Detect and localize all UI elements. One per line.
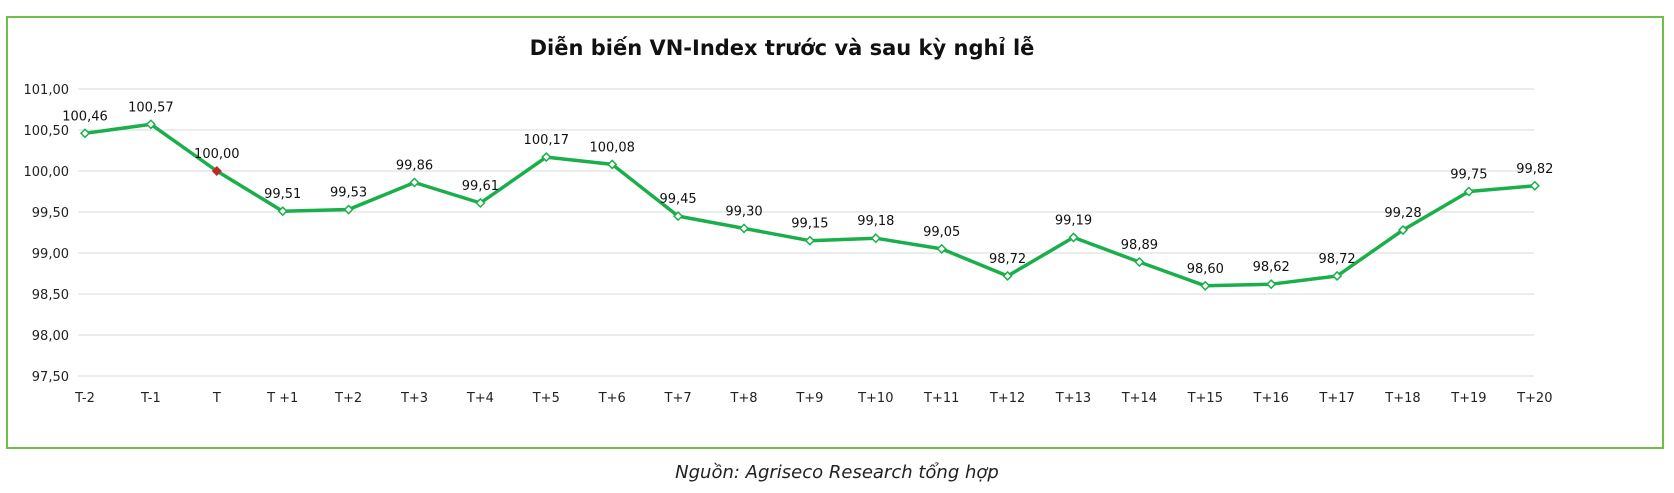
y-axis-ticks: 97,50 98,00 98,50 99,00 99,50 100,00 100,50 101… xyxy=(24,83,70,385)
x-tick-label: T+3 xyxy=(400,391,428,406)
data-label: 99,82 xyxy=(1516,162,1553,177)
data-point-marker xyxy=(607,159,618,170)
data-label: 100,17 xyxy=(524,133,570,148)
line-chart: Diễn biến VN-Index trước và sau kỳ nghỉ … xyxy=(24,36,1554,406)
x-tick-label: T+18 xyxy=(1384,391,1420,406)
data-point-marker xyxy=(1463,186,1474,197)
x-tick-label: T-2 xyxy=(74,391,95,406)
data-point-marker xyxy=(1529,180,1540,191)
data-label: 99,53 xyxy=(330,186,367,201)
x-tick-label: T+5 xyxy=(532,391,560,406)
data-label: 98,60 xyxy=(1187,262,1224,277)
data-label: 98,72 xyxy=(989,252,1026,267)
x-tick-label: T+7 xyxy=(664,391,692,406)
series-line-layer xyxy=(84,122,1535,288)
data-point-marker xyxy=(541,151,552,163)
x-tick-label: T+15 xyxy=(1187,391,1223,406)
data-point-marker xyxy=(1266,279,1277,290)
data-point-marker xyxy=(673,211,684,222)
x-tick-label: T+11 xyxy=(923,391,959,406)
x-tick-label: T+17 xyxy=(1318,391,1354,406)
data-label: 100,08 xyxy=(589,140,635,155)
data-point-marker xyxy=(79,128,91,139)
data-point-marker xyxy=(1200,280,1211,291)
data-point-marker xyxy=(804,235,815,246)
y-tick-label: 97,50 xyxy=(32,370,69,385)
x-tick-label: T+9 xyxy=(795,391,823,406)
x-tick-label: T+2 xyxy=(334,391,362,406)
data-label: 98,62 xyxy=(1253,260,1290,275)
data-point-marker xyxy=(211,165,222,177)
data-label: 99,75 xyxy=(1450,168,1487,183)
x-tick-label: T+14 xyxy=(1121,391,1157,406)
data-label: 99,05 xyxy=(923,225,960,240)
x-tick-label: T+8 xyxy=(729,391,757,406)
data-point-marker xyxy=(1134,256,1145,268)
x-tick-label: T+6 xyxy=(598,391,626,406)
chart-frame: Diễn biến VN-Index trước và sau kỳ nghỉ … xyxy=(6,16,1664,449)
data-point-marker xyxy=(870,233,881,244)
data-point-marker xyxy=(1068,232,1079,243)
data-point-marker xyxy=(475,197,486,209)
source-note: Nguồn: Agriseco Research tổng hợp xyxy=(675,462,999,483)
y-tick-label: 98,00 xyxy=(32,329,69,344)
data-label: 100,57 xyxy=(128,100,174,115)
x-tick-label: T +1 xyxy=(266,391,298,406)
data-label: 99,18 xyxy=(857,214,894,229)
y-tick-label: 98,50 xyxy=(32,288,69,303)
y-tick-label: 99,00 xyxy=(32,247,69,262)
data-point-marker xyxy=(409,177,420,188)
data-labels: 100,46 100,57 100,00 99,51 99,53 99,86 99,61 10… xyxy=(62,100,1553,277)
x-tick-label: T+19 xyxy=(1450,391,1486,406)
data-point-marker xyxy=(738,223,750,234)
y-tick-label: 100,50 xyxy=(24,124,70,139)
data-label: 99,28 xyxy=(1384,206,1421,221)
x-tick-label: T+13 xyxy=(1055,391,1091,406)
data-point-marker xyxy=(1397,224,1409,236)
data-label: 98,89 xyxy=(1121,238,1158,253)
x-tick-label: T+10 xyxy=(857,391,893,406)
data-points xyxy=(79,119,1540,291)
data-label: 99,86 xyxy=(396,158,433,173)
data-label: 99,15 xyxy=(791,217,828,232)
chart-title: Diễn biến VN-Index trước và sau kỳ nghỉ … xyxy=(530,36,1035,60)
data-label: 100,46 xyxy=(62,109,108,124)
data-label: 99,30 xyxy=(725,204,762,219)
data-label: 98,72 xyxy=(1318,252,1355,267)
gridlines xyxy=(78,88,1534,377)
data-label: 99,51 xyxy=(264,187,301,202)
data-label: 99,45 xyxy=(659,192,696,207)
series-line xyxy=(84,122,1535,288)
y-tick-label: 100,00 xyxy=(24,165,70,180)
x-tick-label: T+20 xyxy=(1516,391,1552,406)
x-tick-label: T+12 xyxy=(989,391,1025,406)
x-tick-label: T xyxy=(212,391,221,406)
data-point-marker xyxy=(1332,270,1343,282)
y-tick-label: 99,50 xyxy=(32,206,69,221)
data-label: 100,00 xyxy=(194,147,240,162)
data-point-marker xyxy=(936,243,947,254)
data-label: 99,19 xyxy=(1055,213,1092,228)
data-point-marker xyxy=(277,206,288,217)
y-tick-label: 101,00 xyxy=(24,83,70,98)
x-tick-label: T+16 xyxy=(1253,391,1289,406)
x-tick-label: T-1 xyxy=(140,391,161,406)
data-point-marker xyxy=(1002,270,1013,282)
data-point-marker xyxy=(145,119,156,130)
data-point-marker xyxy=(343,204,354,215)
data-label: 99,61 xyxy=(462,179,499,194)
x-tick-label: T+4 xyxy=(466,391,494,406)
x-axis-ticks: T-2 T-1 T T +1 T+2 T+3 T+4 T+5 T+6 T+7 T+8 T+9 T+10 T… xyxy=(74,391,1552,406)
